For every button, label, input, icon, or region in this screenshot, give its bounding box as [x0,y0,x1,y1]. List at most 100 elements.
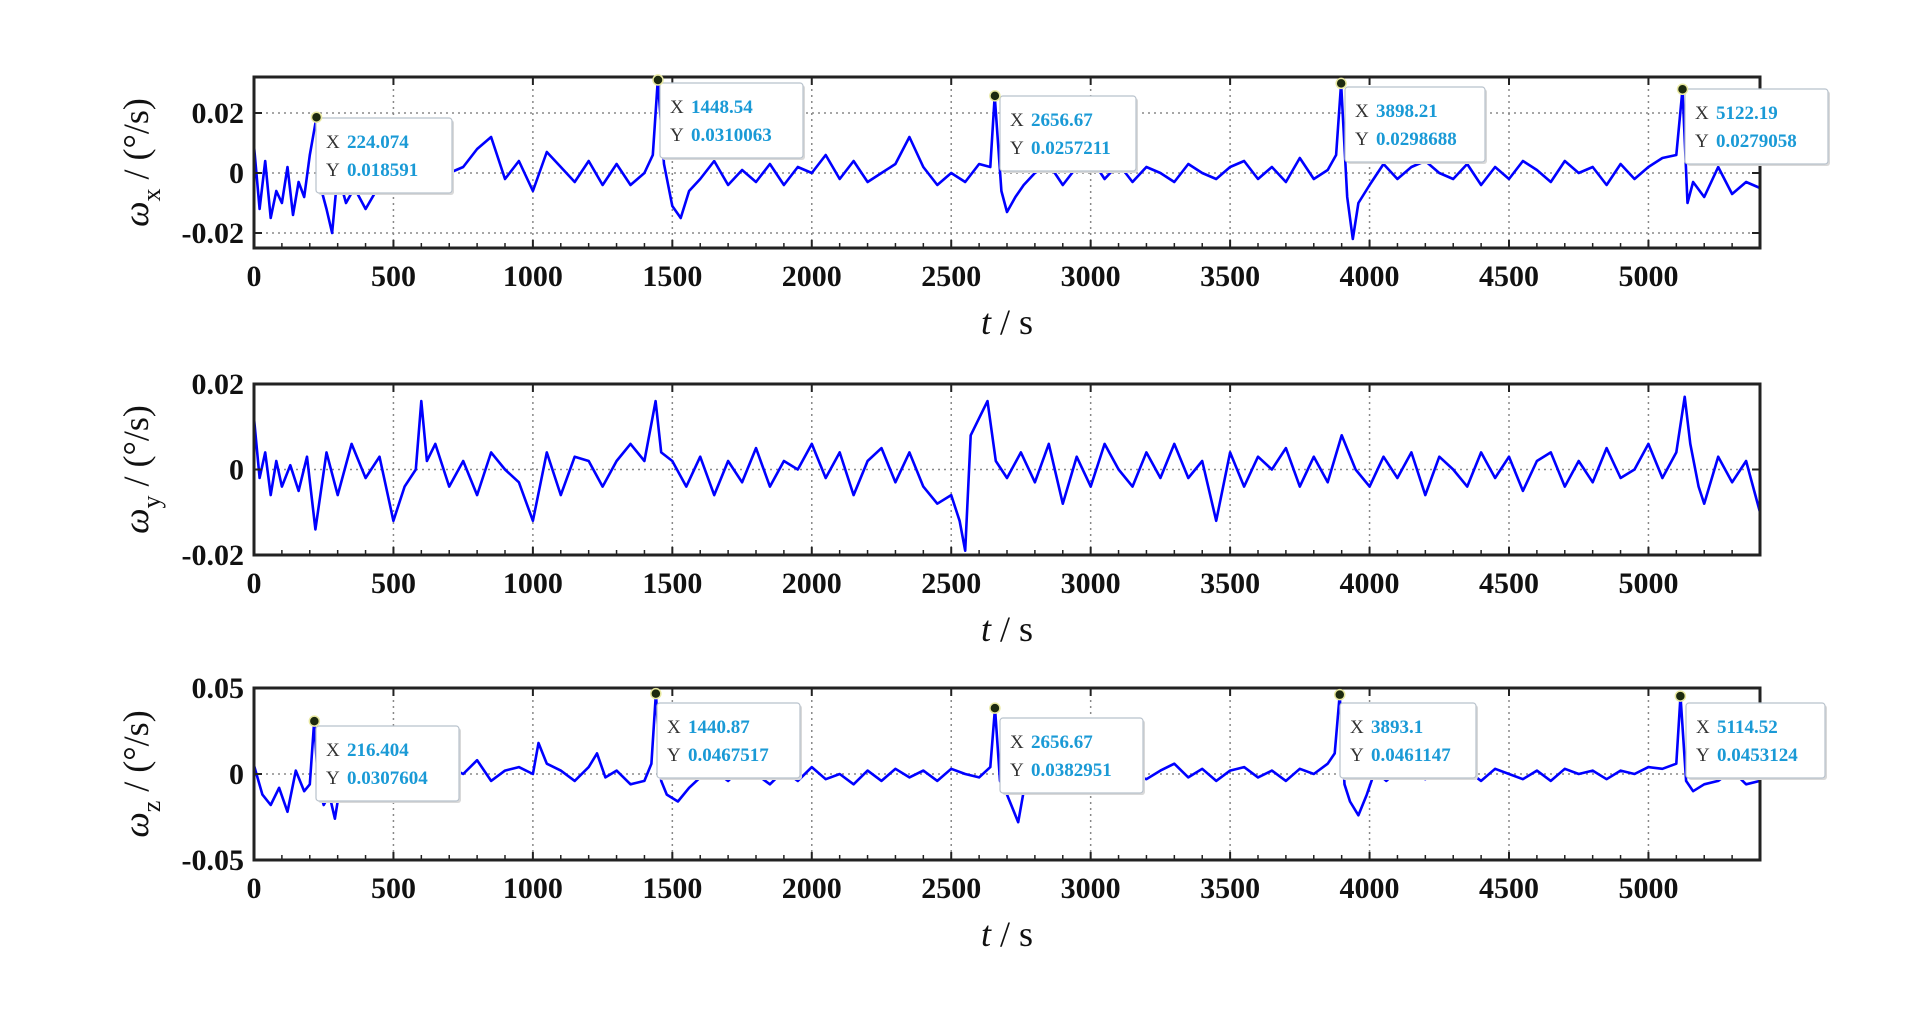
x-tick-label: 2500 [921,872,981,905]
datatip-marker[interactable] [1333,688,1346,701]
datatip-axis-label: X [1355,101,1369,122]
datatip-marker[interactable] [1335,77,1347,90]
datatip-value: 0.0279058 [1716,131,1797,152]
x-axis-label-var: t [981,609,992,649]
datatip-marker[interactable] [989,90,1001,102]
y-axis-label-unit: / (°/s) [116,710,156,800]
datatip-marker[interactable] [308,715,321,727]
subplot-wx: 0 500 1000 1500 2000 2500 3000 3500 4000 4500 5000… [116,74,1830,342]
x-tick-label: 2000 [782,872,842,905]
y-tick-label: 0.02 [192,97,245,130]
x-tick-label: 1000 [503,872,563,905]
datatip-axis-label: Y [667,745,681,766]
datatip-value: 0.0257211 [1031,138,1111,159]
datatip-axis-label: X [326,740,340,761]
datatip[interactable]: X 2656.67 Y 0.0382951 [999,717,1145,795]
x-tick-label: 3000 [1061,260,1121,293]
y-tick-label: 0.02 [192,368,245,401]
datatip[interactable]: X 3893.1 Y 0.0461147 [1339,702,1478,780]
x-tick-label: 500 [371,872,416,905]
datatip-marker[interactable] [1676,83,1689,96]
y-axis-label-subscript: z [137,801,166,813]
x-axis-label-var: t [981,302,992,342]
datatip-marker[interactable] [652,74,664,86]
x-tick-label: 0 [247,260,262,293]
x-tick-label: 3000 [1061,872,1121,905]
datatip-value: 216.404 [347,740,409,761]
datatip[interactable]: X 224.074 Y 0.018591 [315,117,454,195]
y-axis-label-symbol: ω [116,812,156,837]
datatip-marker[interactable] [989,702,1001,714]
subplot-wy: 0 500 1000 1500 2000 2500 3000 3500 4000 4500 5000… [116,368,1762,649]
datatip-axis-label: X [1695,103,1709,124]
datatip-value: 0.0310063 [691,125,772,146]
datatip-axis-label: Y [670,125,684,146]
datatip[interactable]: X 216.404 Y 0.0307604 [315,725,461,803]
datatip[interactable]: X 5114.52 Y 0.0453124 [1685,702,1827,780]
datatip-marker[interactable] [650,687,662,700]
datatip-axis-label: X [1010,732,1024,753]
x-tick-label: 1500 [642,872,702,905]
datatip-axis-label: Y [326,768,340,789]
datatip-box [656,702,801,779]
datatip-value: 5122.19 [1716,103,1778,124]
datatip-axis-label: Y [1695,131,1709,152]
datatip-box [999,95,1137,172]
datatip-box [1339,702,1477,779]
datatip-marker[interactable] [310,111,323,123]
datatip-axis-label: Y [1350,745,1364,766]
y-tick-label: 0.05 [192,672,245,705]
x-tick-label: 3500 [1200,260,1260,293]
datatip-axis-label: Y [1010,760,1024,781]
y-axis-label-symbol: ω [116,201,156,226]
x-tick-label: 1500 [642,567,702,600]
datatip-value: 0.0382951 [1031,760,1112,781]
datatip-value: 0.018591 [347,160,418,181]
x-tick-label: 2000 [782,260,842,293]
y-tick-label: -0.02 [182,539,245,572]
datatip-value: 0.0453124 [1717,745,1798,766]
x-axis-label-var: t [981,914,992,954]
datatip-axis-label: X [1696,717,1710,738]
datatip[interactable]: X 2656.67 Y 0.0257211 [999,95,1138,173]
y-axis-label-symbol: ω [116,508,156,533]
subplot-wz: 0 500 1000 1500 2000 2500 3000 3500 4000 4500 5000… [116,672,1827,954]
datatip-value: 2656.67 [1031,110,1093,131]
x-tick-label: 500 [371,260,416,293]
x-tick-label: 1000 [503,260,563,293]
y-axis-label-unit: / (°/s) [116,405,156,495]
datatip-value: 0.0307604 [347,768,428,789]
x-tick-label: 4000 [1340,872,1400,905]
x-tick-label: 3500 [1200,872,1260,905]
series-line-wy [252,395,1762,553]
y-tick-label: -0.05 [182,844,245,877]
x-tick-label: 4500 [1479,872,1539,905]
datatip-value: 5114.52 [1717,717,1778,738]
datatip-box [999,717,1144,794]
datatip-box [659,82,804,159]
x-axis-label: t / s [981,609,1033,649]
x-tick-label: 4000 [1340,567,1400,600]
x-axis-label: t / s [981,914,1033,954]
x-tick-label: 5000 [1618,567,1678,600]
x-tick-label: 0 [247,567,262,600]
x-axis-label-unit: / s [991,914,1033,954]
datatip-value: 0.0467517 [688,745,769,766]
datatip[interactable]: X 5122.19 Y 0.0279058 [1684,88,1830,166]
datatip-value: 3893.1 [1371,717,1423,738]
datatip-value: 0.0298688 [1376,129,1457,150]
datatip[interactable]: X 1448.54 Y 0.0310063 [659,82,805,160]
datatip-axis-label: Y [326,160,340,181]
datatip-marker[interactable] [1674,690,1687,702]
datatip-box [315,117,453,194]
datatip-box [1685,702,1826,779]
x-axis-label-unit: / s [991,302,1033,342]
x-axis-label: t / s [981,302,1033,342]
datatip[interactable]: X 1440.87 Y 0.0467517 [656,702,802,780]
datatip-axis-label: X [1350,717,1364,738]
y-axis-label: ωy / (°/s) [116,405,166,534]
datatip[interactable]: X 3898.21 Y 0.0298688 [1344,86,1487,164]
y-axis-label-unit: / (°/s) [116,98,156,188]
x-tick-label: 3500 [1200,567,1260,600]
